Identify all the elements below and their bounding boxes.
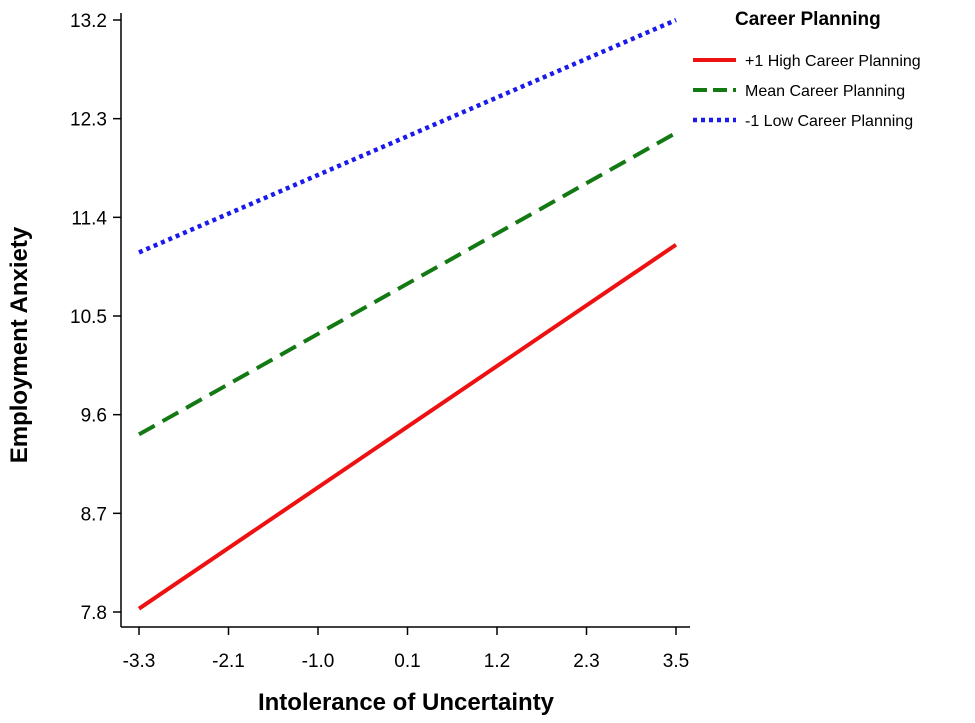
x-tick-label: -3.3 <box>123 651 156 672</box>
x-tick-label: 3.5 <box>663 651 689 672</box>
y-tick-label: 10.5 <box>70 307 107 328</box>
y-tick-label: 11.4 <box>71 208 107 229</box>
series-line-1 <box>137 243 678 611</box>
x-axis-title: Intolerance of Uncertainty <box>258 689 555 716</box>
legend-title: Career Planning <box>735 9 881 30</box>
y-tick-label: 13.2 <box>70 11 107 32</box>
axes <box>120 13 690 628</box>
legend-label: Mean Career Planning <box>745 83 905 100</box>
x-tick-label: 2.3 <box>573 651 599 672</box>
x-ticks: -3.3 -2.1 -1.0 0.1 1.2 2.3 3.5 <box>123 627 689 672</box>
legend-label: -1 Low Career Planning <box>745 113 913 130</box>
y-tick-label: 7.8 <box>81 603 107 624</box>
y-ticks: 7.8 8.7 9.6 10.5 11.4 12.3 13.2 <box>70 11 121 624</box>
y-axis-title: Employment Anxiety <box>6 226 33 463</box>
series-line-3 <box>138 17 677 255</box>
y-tick-label: 8.7 <box>81 504 107 525</box>
x-tick-label: 0.1 <box>394 651 420 672</box>
x-tick-label: -1.0 <box>302 651 335 672</box>
legend-label: +1 High Career Planning <box>745 53 921 70</box>
y-tick-label: 12.3 <box>70 110 107 131</box>
legend: Career Planning +1 High Career Planning M… <box>693 9 921 130</box>
x-tick-label: 1.2 <box>484 651 510 672</box>
series-line-2 <box>138 131 677 437</box>
series-lines <box>137 17 678 611</box>
y-tick-label: 9.6 <box>81 406 107 427</box>
x-tick-label: -2.1 <box>212 651 245 672</box>
